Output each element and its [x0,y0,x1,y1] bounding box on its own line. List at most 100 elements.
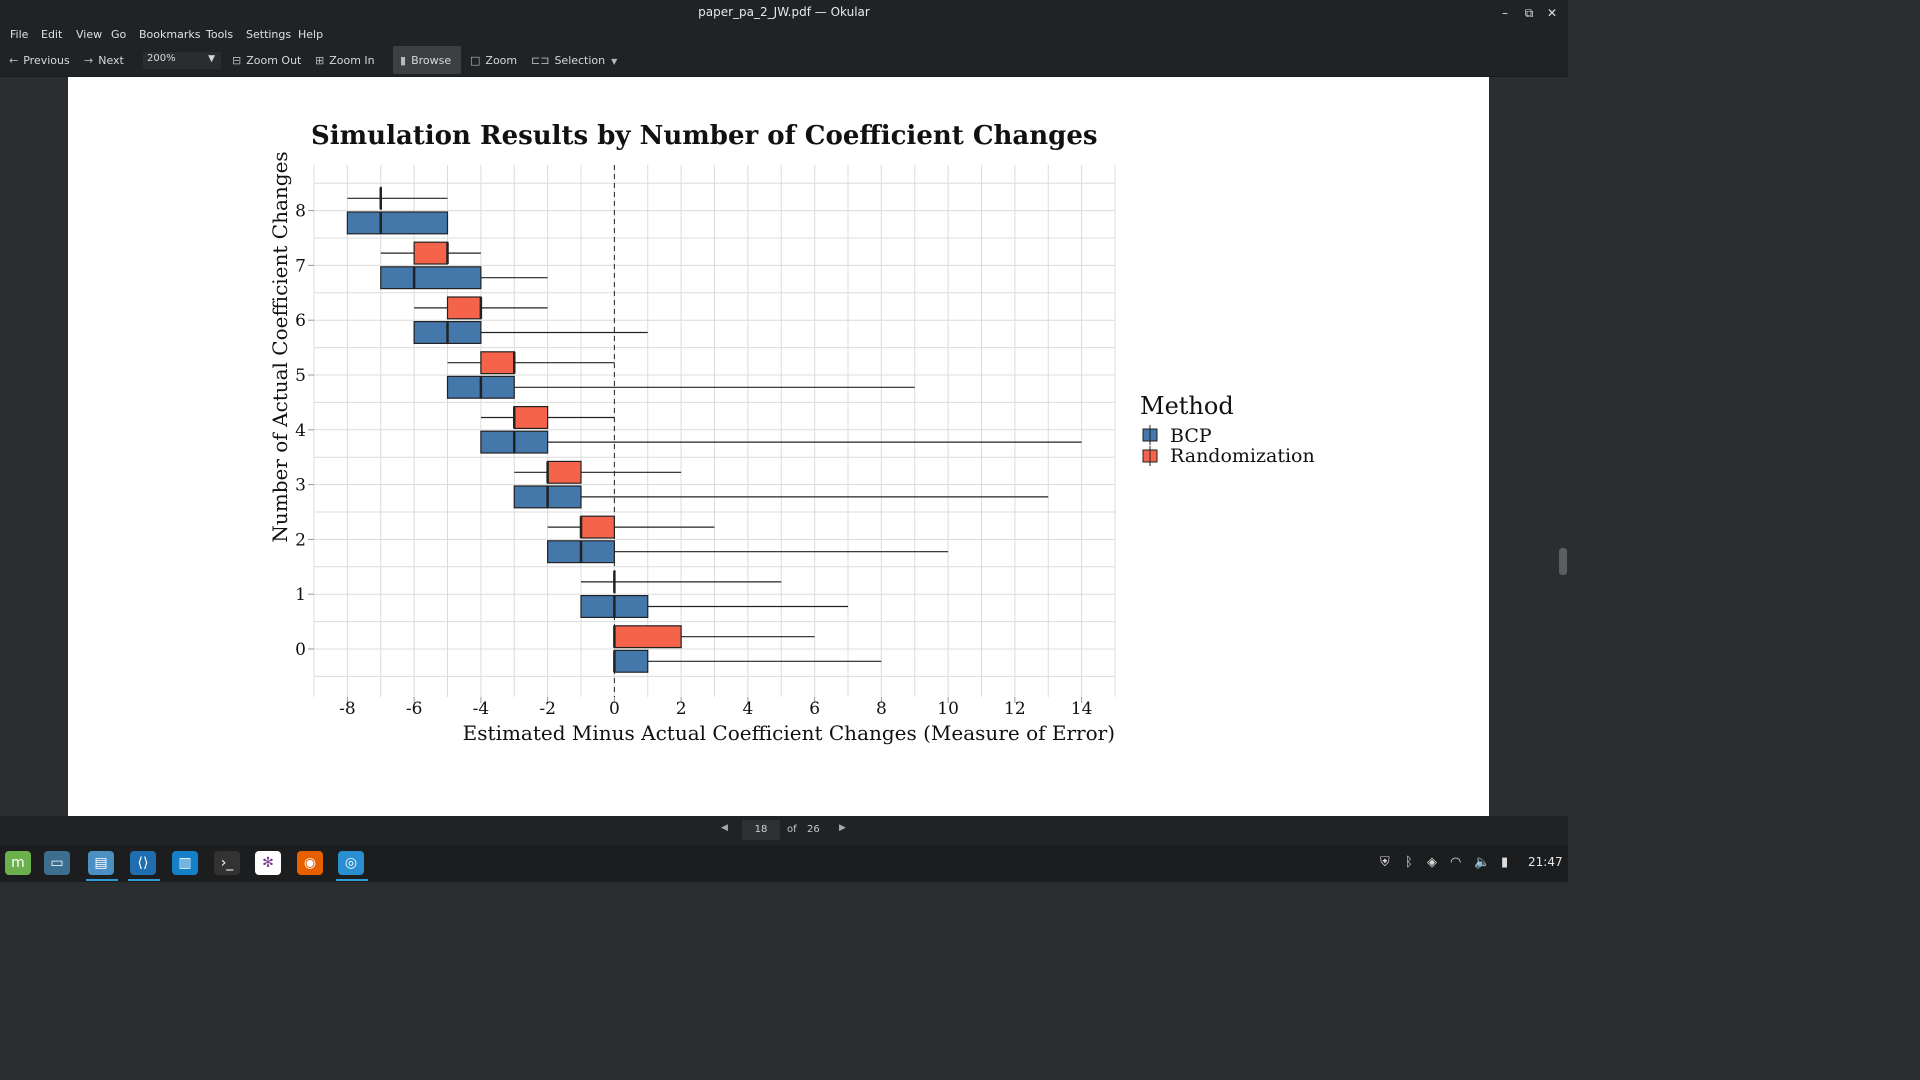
window-title: paper_pa_2_JW.pdf — Okular [698,5,870,19]
y-tick-label: 0 [295,640,306,660]
boxplot-chart: Simulation Results by Number of Coeffici… [268,121,1315,745]
previous-button[interactable]: ← Previous [9,54,70,67]
box-randomization [580,515,615,539]
page-navigation-bar [0,816,1568,845]
vscode-icon[interactable]: ⟨⟩ [130,851,156,875]
terminal-icon[interactable]: ›_ [214,851,240,875]
bluetooth-icon[interactable]: ᛒ [1405,855,1413,870]
x-tick-label: 10 [937,699,959,719]
wifi-icon[interactable]: ◠ [1450,855,1462,870]
menu-help[interactable]: Help [298,28,324,41]
active-indicator [336,879,368,881]
menu-bookmarks[interactable]: Bookmarks [139,28,201,41]
zoom-tool-label: Zoom [485,54,518,67]
legend-title: Method [1140,392,1234,420]
box-randomization [513,406,549,430]
x-tick-label: -6 [406,699,423,719]
zoom-rect-icon: □ [470,54,481,67]
chart-boxes [346,186,1082,673]
arrow-right-icon: → [84,54,94,67]
box-bcp [346,211,449,235]
pdf-page[interactable]: Simulation Results by Number of Coeffici… [68,77,1489,816]
x-tick-label: 8 [876,699,887,719]
browse-button-bg[interactable] [393,46,461,74]
y-axis-label: Number of Actual Coefficient Changes [268,151,292,542]
firefox-icon[interactable]: ◉ [297,851,323,875]
volume-icon[interactable]: 🔈 [1474,855,1491,870]
y-tick-label: 7 [295,256,306,276]
legend-label-bcp: BCP [1170,425,1212,447]
trello-icon[interactable]: ▥ [172,851,198,875]
chart-title: Simulation Results by Number of Coeffici… [311,121,1098,151]
x-axis-label: Estimated Minus Actual Coefficient Chang… [463,721,1115,745]
dropbox-icon[interactable]: ◈ [1427,855,1437,870]
browse-label: Browse [411,54,452,67]
x-tick-label: 12 [1004,699,1026,719]
okular-icon[interactable]: ◎ [338,851,364,875]
zoom-in-label: Zoom In [329,54,375,67]
y-tick-label: 5 [295,366,306,386]
zoom-out-icon: ⊟ [232,54,242,67]
chart-legend: Method BCP Randomization [1140,392,1315,467]
mouse-icon: ▮ [400,54,407,67]
y-tick-label: 2 [295,530,306,550]
browse-button[interactable]: ▮ Browse [400,54,451,67]
page-total: 26 [807,824,820,835]
y-tick-label: 3 [295,476,306,496]
menu-settings[interactable]: Settings [246,28,292,41]
slack-icon[interactable]: ✻ [255,851,281,875]
close-icon[interactable]: ✕ [1546,6,1558,20]
selection-button[interactable]: ⊏⊐ Selection ▼ [531,54,622,67]
main-toolbar [0,46,1568,77]
box-randomization [613,625,682,649]
box-bcp [380,266,482,290]
menu-go[interactable]: Go [111,28,127,41]
menu-view[interactable]: View [76,28,103,41]
next-page-icon[interactable]: ▶ [839,823,846,833]
maximize-icon[interactable]: ⧉ [1524,6,1534,20]
zoom-in-icon: ⊞ [315,54,325,67]
y-tick-label: 8 [295,202,306,222]
mint-menu-icon[interactable]: m [5,851,31,875]
active-indicator [86,879,118,881]
battery-icon[interactable]: ▮ [1501,855,1509,870]
zoom-in-button[interactable]: ⊞ Zoom In [315,54,375,67]
arrow-left-icon: ← [9,54,19,67]
zoom-value: 200% [147,53,176,64]
page-number-input[interactable]: 18 [742,820,780,840]
x-tick-label: -4 [473,699,490,719]
x-tick-label: 6 [809,699,820,719]
shield-icon[interactable]: ⛨ [1380,855,1390,870]
previous-label: Previous [23,54,70,67]
selection-label: Selection [554,54,606,67]
x-tick-label: 0 [609,699,620,719]
next-label: Next [98,54,124,67]
files-icon[interactable]: ▤ [88,851,114,875]
prev-page-icon[interactable]: ◀ [721,823,728,833]
y-tick-label: 6 [295,311,306,331]
selection-icon: ⊏⊐ [531,54,550,67]
title-bar: paper_pa_2_JW.pdf — Okular – ⧉ ✕ [0,0,1568,26]
menu-bar: File Edit View Go Bookmarks Tools Settin… [0,26,1568,46]
menu-tools[interactable]: Tools [206,28,234,41]
x-tick-label: -2 [539,699,556,719]
vertical-scrollbar[interactable] [1557,77,1568,816]
menu-file[interactable]: File [10,28,29,41]
show-desktop-icon[interactable]: ▭ [44,851,70,875]
menu-edit[interactable]: Edit [41,28,63,41]
y-tick-label: 4 [295,421,306,441]
x-tick-label: 2 [676,699,687,719]
active-indicator [128,879,160,881]
box-randomization [446,296,482,320]
box-bcp [613,649,649,673]
scrollbar-handle[interactable] [1559,548,1567,575]
page-of-label: of [787,824,797,835]
zoom-select[interactable]: 200% ▼ [143,52,221,69]
box-randomization [413,241,449,265]
next-button[interactable]: → Next [84,54,124,67]
minimize-icon[interactable]: – [1502,6,1508,20]
zoom-out-button[interactable]: ⊟ Zoom Out [232,54,301,67]
box-randomization [547,460,582,484]
zoom-tool-button[interactable]: □ Zoom [470,54,517,67]
